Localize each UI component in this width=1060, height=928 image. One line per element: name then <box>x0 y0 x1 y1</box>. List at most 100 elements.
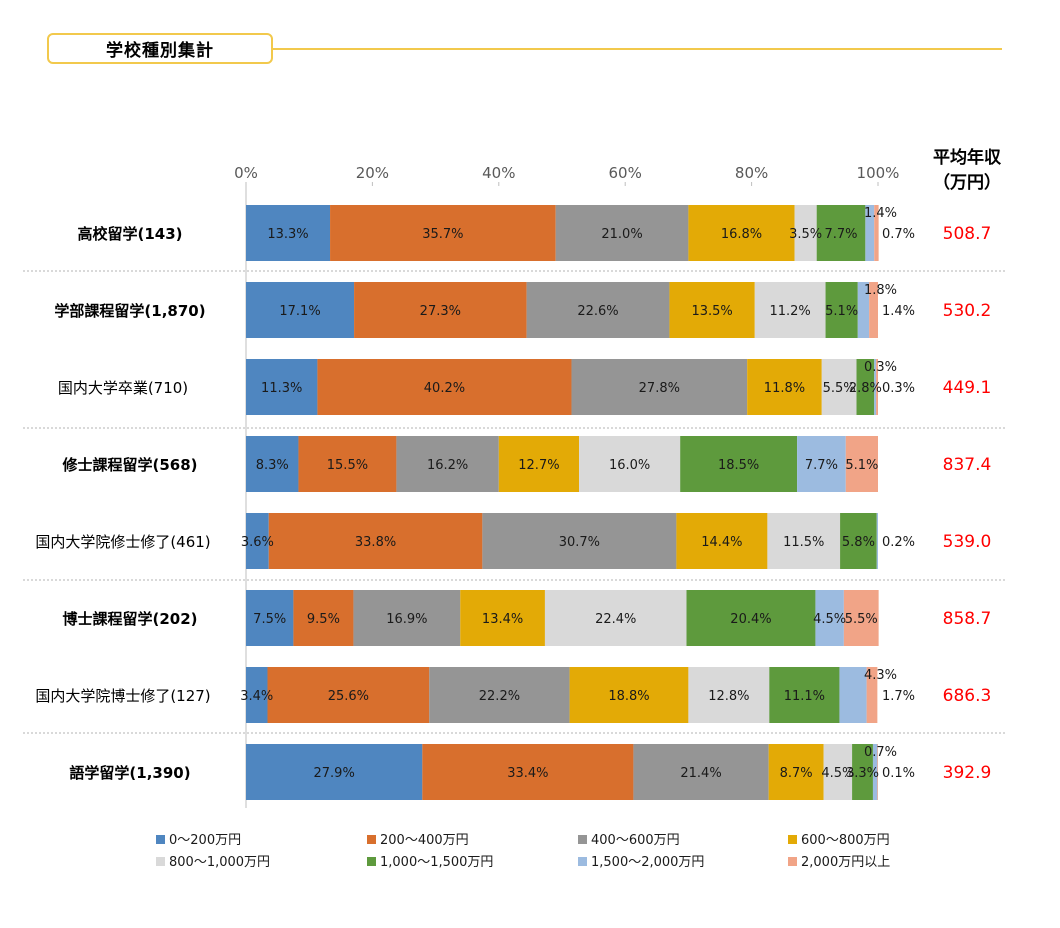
data-label: 5.5% <box>823 381 856 396</box>
bar-segment <box>422 744 634 800</box>
data-label: 0.3% <box>864 360 897 375</box>
data-label: 35.7% <box>422 227 463 242</box>
legend-swatch <box>156 835 165 844</box>
bar-segment <box>555 205 689 261</box>
bar-segment <box>876 513 878 569</box>
data-label: 11.1% <box>784 689 825 704</box>
data-label: 40.2% <box>424 381 465 396</box>
data-label: 16.0% <box>609 458 650 473</box>
data-label: 11.8% <box>764 381 805 396</box>
bar-segment <box>852 744 873 800</box>
avg-income-value: 449.1 <box>943 378 992 398</box>
bar-segment <box>821 359 857 415</box>
bar-segment <box>680 436 798 492</box>
bar-segment <box>482 513 677 569</box>
bar-segment <box>669 282 755 338</box>
legend-label: 1,500〜2,000万円 <box>591 855 704 870</box>
bar-segment <box>676 513 768 569</box>
legend-swatch <box>578 857 587 866</box>
data-label: 2.8% <box>849 381 882 396</box>
data-label: 13.4% <box>482 612 523 627</box>
data-label: 8.7% <box>780 766 813 781</box>
data-label: 8.3% <box>256 458 289 473</box>
data-label: 14.4% <box>701 535 742 550</box>
data-label: 13.5% <box>691 304 732 319</box>
avg-income-value: 508.7 <box>943 224 992 244</box>
data-label: 33.4% <box>507 766 548 781</box>
bar-segment <box>354 282 527 338</box>
bar-segment <box>571 359 748 415</box>
category-label: 博士課程留学(202) <box>62 610 197 628</box>
bar-segment <box>460 590 545 646</box>
bar-segment <box>874 205 879 261</box>
data-label: 27.3% <box>420 304 461 319</box>
avg-income-value: 858.7 <box>943 609 992 629</box>
data-label: 7.5% <box>253 612 286 627</box>
bar-segment <box>797 436 846 492</box>
legend-label: 200〜400万円 <box>380 833 469 848</box>
data-label: 7.7% <box>805 458 838 473</box>
bar-segment <box>768 744 824 800</box>
category-label: 修士課程留学(568) <box>61 456 197 474</box>
bar-segment <box>267 667 430 723</box>
bar-segment <box>865 205 875 261</box>
bar-segment <box>688 667 770 723</box>
data-label: 12.7% <box>518 458 559 473</box>
data-label: 5.5% <box>845 612 878 627</box>
data-label: 0.3% <box>882 381 915 396</box>
legend-swatch <box>156 857 165 866</box>
x-tick-label: 100% <box>857 164 900 182</box>
legend-swatch <box>788 857 797 866</box>
data-label: 4.3% <box>864 668 897 683</box>
bar-segment <box>246 513 269 569</box>
data-label: 1.8% <box>864 283 897 298</box>
legend-swatch <box>578 835 587 844</box>
legend-label: 400〜600万円 <box>591 833 680 848</box>
data-label: 5.8% <box>842 535 875 550</box>
legend-label: 0〜200万円 <box>169 833 241 848</box>
bar-segment <box>869 282 878 338</box>
bar-segment <box>816 205 866 261</box>
data-label: 22.2% <box>479 689 520 704</box>
bar-segment <box>872 744 878 800</box>
bar-segment <box>633 744 769 800</box>
data-label: 27.8% <box>639 381 680 396</box>
bar-segment <box>579 436 681 492</box>
x-tick-label: 0% <box>234 164 258 182</box>
avg-income-value: 392.9 <box>943 763 992 783</box>
data-label: 0.1% <box>882 766 915 781</box>
data-label: 5.1% <box>825 304 858 319</box>
legend-swatch <box>788 835 797 844</box>
bar-segment <box>268 513 483 569</box>
data-label: 3.6% <box>241 535 274 550</box>
legend-swatch <box>367 857 376 866</box>
legend-label: 600〜800万円 <box>801 833 890 848</box>
data-label: 16.8% <box>721 227 762 242</box>
bar-segment <box>544 590 687 646</box>
category-label: 国内大学卒業(710) <box>58 379 188 397</box>
bar-segment <box>246 667 268 723</box>
data-label: 3.5% <box>789 227 822 242</box>
data-label: 16.2% <box>427 458 468 473</box>
data-label: 1.4% <box>864 206 897 221</box>
avg-income-value: 686.3 <box>943 686 992 706</box>
data-label: 11.2% <box>769 304 810 319</box>
data-label: 22.6% <box>577 304 618 319</box>
bar-segment <box>747 359 822 415</box>
data-label: 30.7% <box>559 535 600 550</box>
bar-segment <box>874 359 877 415</box>
bar-segment <box>246 744 423 800</box>
data-label: 4.5% <box>821 766 854 781</box>
bar-segment <box>857 282 870 338</box>
data-label: 18.8% <box>608 689 649 704</box>
data-label: 12.8% <box>708 689 749 704</box>
x-tick-label: 20% <box>356 164 389 182</box>
bar-segment <box>688 205 795 261</box>
bar-segment <box>815 590 844 646</box>
data-label: 0.2% <box>882 535 915 550</box>
bar-segment <box>246 282 355 338</box>
x-tick-label: 80% <box>735 164 768 182</box>
legend-label: 1,000〜1,500万円 <box>380 855 493 870</box>
bar-segment <box>246 205 331 261</box>
